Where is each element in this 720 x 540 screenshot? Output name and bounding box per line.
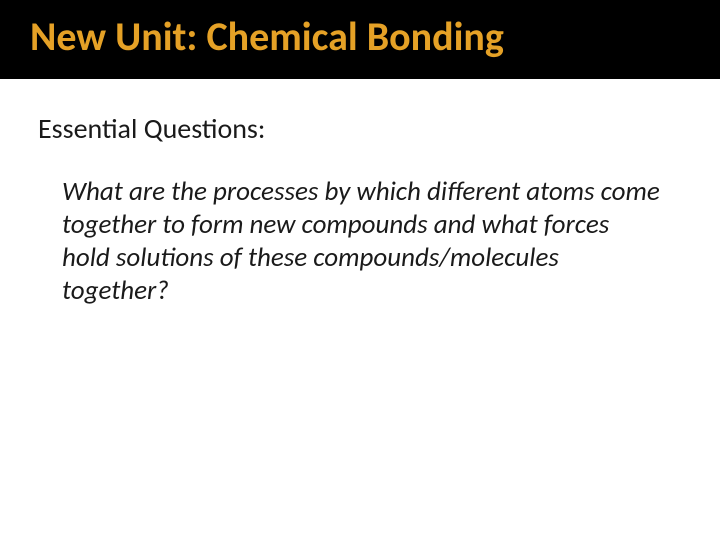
title-band: New Unit: Chemical Bonding <box>0 0 720 79</box>
slide-title: New Unit: Chemical Bonding <box>30 12 720 61</box>
body-text: What are the processes by which differen… <box>38 176 670 308</box>
subhead: Essential Questions: <box>38 111 670 146</box>
content-area: Essential Questions: What are the proces… <box>0 79 720 308</box>
